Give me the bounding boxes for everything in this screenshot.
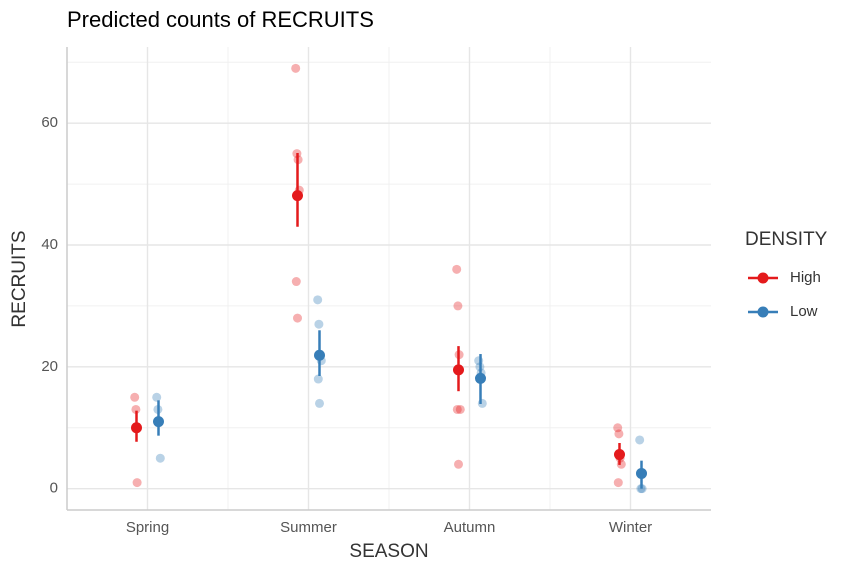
predicted-point: [475, 372, 486, 384]
y-tick-label: 20: [41, 358, 58, 375]
predicted-point: [614, 449, 625, 461]
raw-point: [453, 301, 463, 311]
legend-key-point: [757, 272, 769, 284]
raw-point: [452, 404, 462, 414]
y-tick-label: 40: [41, 236, 58, 253]
raw-point: [291, 277, 301, 287]
raw-point: [291, 63, 301, 73]
raw-point: [314, 319, 324, 329]
y-axis-label: RECRUITS: [9, 230, 30, 327]
x-tick-label: Spring: [126, 519, 169, 536]
y-tick-label: 0: [50, 480, 58, 497]
raw-point: [131, 404, 141, 414]
raw-point: [613, 423, 623, 433]
raw-point: [614, 429, 624, 439]
legend-key-point: [757, 306, 769, 318]
x-axis-label: SEASON: [349, 541, 428, 562]
raw-point: [477, 398, 487, 408]
raw-point: [152, 392, 162, 402]
x-tick-label: Autumn: [444, 519, 496, 536]
legend-title: DENSITY: [745, 229, 828, 250]
predicted-point: [292, 190, 303, 202]
raw-point: [455, 404, 465, 414]
x-tick-label: Winter: [609, 519, 652, 536]
raw-point: [616, 459, 626, 469]
raw-point: [452, 264, 462, 274]
predicted-point: [131, 422, 142, 434]
raw-point: [635, 435, 645, 445]
predicted-point: [153, 416, 164, 428]
legend-label: High: [790, 269, 821, 286]
raw-point: [155, 453, 165, 463]
predicted-point: [636, 467, 647, 479]
raw-point: [454, 459, 463, 469]
legend-label: Low: [790, 303, 818, 320]
predicted-point: [314, 349, 325, 361]
raw-point: [313, 295, 323, 305]
x-tick-label: Summer: [280, 519, 337, 536]
y-tick-label: 60: [41, 114, 58, 131]
raw-point: [313, 374, 323, 384]
chart-title: Predicted counts of RECRUITS: [67, 7, 374, 32]
raw-point: [613, 478, 623, 488]
raw-point: [293, 313, 302, 323]
raw-point: [130, 392, 140, 402]
raw-point: [315, 398, 324, 408]
predicted-point: [453, 364, 464, 376]
raw-point: [132, 478, 142, 488]
